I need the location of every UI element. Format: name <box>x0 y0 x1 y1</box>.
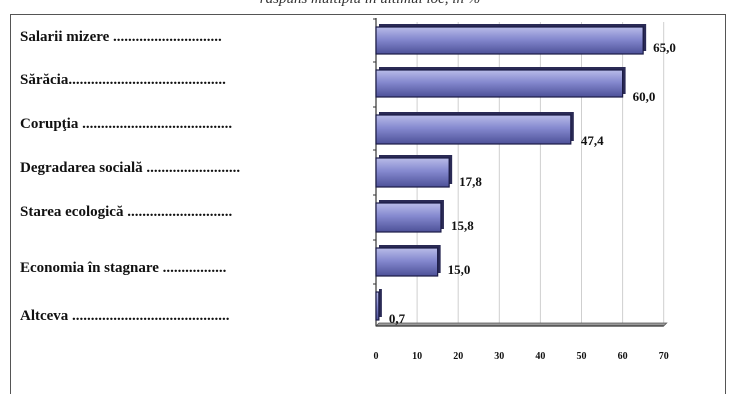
value-label: 17,8 <box>459 174 482 189</box>
x-tick-label: 40 <box>535 351 545 362</box>
x-tick-label: 10 <box>412 351 422 362</box>
category-label: Degradarea socială .....................… <box>20 160 240 176</box>
value-label: 0,7 <box>389 311 406 326</box>
category-label: Altceva ................................… <box>20 308 230 324</box>
category-label: Economia în stagnare ................. <box>20 260 227 276</box>
category-label: Corupţia ...............................… <box>20 116 232 132</box>
value-label: 60,0 <box>633 89 656 104</box>
bar <box>375 155 453 188</box>
bar <box>375 24 647 55</box>
value-label: 15,0 <box>448 262 471 277</box>
x-tick-label: 60 <box>618 351 628 362</box>
bar-chart: Salarii mizere .........................… <box>20 18 676 362</box>
tick-labels: 0 10 20 30 40 50 60 70 <box>374 351 669 362</box>
value-label: 65,0 <box>653 40 676 55</box>
category-labels: Salarii mizere .........................… <box>20 29 240 324</box>
bar <box>375 200 444 233</box>
category-label: Sărăcia.................................… <box>20 72 226 88</box>
bar <box>375 245 441 277</box>
bars <box>375 24 647 321</box>
x-tick-label: 70 <box>659 351 669 362</box>
category-label: Starea ecologică .......................… <box>20 204 232 220</box>
chart-caption: răspuns multiplu în ultimul loc, în % <box>0 0 740 8</box>
bar <box>375 112 574 145</box>
category-label: Salarii mizere .........................… <box>20 29 222 45</box>
value-label: 47,4 <box>581 133 604 148</box>
value-labels: 65,0 60,0 47,4 17,8 15,8 15,0 0,7 <box>389 40 676 326</box>
x-tick-label: 0 <box>374 351 379 362</box>
x-tick-label: 30 <box>494 351 504 362</box>
value-label: 15,8 <box>451 218 474 233</box>
x-tick-label: 20 <box>453 351 463 362</box>
bar <box>375 289 382 321</box>
bar <box>375 67 626 98</box>
x-tick-label: 50 <box>577 351 587 362</box>
chart-frame <box>10 14 726 394</box>
